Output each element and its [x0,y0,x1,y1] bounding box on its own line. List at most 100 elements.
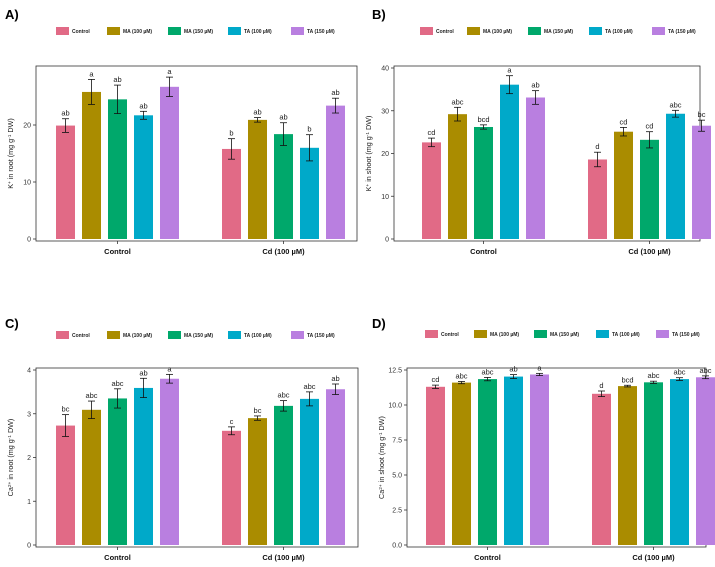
y-tick-label: 30 [381,108,389,115]
y-tick-label: 20 [23,123,31,130]
bar [644,382,663,545]
bar [448,114,467,239]
legend-swatch [228,331,241,339]
y-axis-label-part: K [6,184,15,189]
legend: Control MA (100 µM) MA (150 µM) TA (100 µM)… [56,27,335,35]
bar [134,115,153,239]
significance-letter: ab [113,75,121,84]
bar [692,125,711,239]
significance-letter: abc [451,97,463,106]
legend: Control MA (100 µM) MA (150 µM) TA (100 µM)… [425,330,700,338]
legend-swatch [168,331,181,339]
x-group-label: Control [470,247,497,256]
y-axis-label-superscript: -1 [365,132,371,137]
legend: Control MA (100 µM) MA (150 µM) TA (100 µM)… [56,331,335,339]
y-tick-label: 1 [27,499,31,506]
significance-letter: c [230,417,234,426]
legend-swatch [596,330,609,338]
y-axis-label-part: DW) [6,118,15,134]
significance-letter: bcd [477,115,489,124]
bar [530,374,549,545]
bar [160,86,179,239]
legend-label: TA (100 µM) [244,29,272,35]
legend-swatch [107,331,120,339]
bar [108,398,127,545]
bar [274,134,293,239]
significance-letter: a [89,69,94,78]
y-axis-label-part: DW) [364,116,373,132]
y-axis-label: Ca2+ in shoot (mg g-1 DW) [377,416,386,499]
legend-label: MA (150 µM) [544,29,573,35]
y-axis-label: K+ in root (mg g-1 DW) [6,118,15,189]
y-axis-label-part: in root (mg g [6,139,15,181]
bar [588,159,607,239]
significance-letter: ab [331,88,339,97]
y-axis-label-superscript: -1 [7,134,13,139]
x-group-label: Cd (100 µM) [632,553,675,562]
legend-label: Control [72,333,90,339]
legend-swatch [467,27,480,35]
y-axis-label: K+ in shoot (mg g-1 DW) [364,116,373,192]
bar [452,382,471,545]
y-axis-label-part: in root (mg g [6,439,15,481]
y-tick-label: 7.5 [392,438,402,445]
panel-label: B) [372,7,386,22]
bar [478,379,497,545]
y-tick-label: 3 [27,411,31,418]
y-tick-label: 12.5 [388,368,402,375]
bar [696,377,715,545]
y-tick-label: 0 [27,543,31,550]
bar [248,119,267,239]
legend-swatch [534,330,547,338]
panel-label: C) [5,316,19,331]
y-axis-label-part: K [364,186,373,191]
y-axis-label-superscript: -1 [7,435,13,440]
significance-letter: ab [139,101,147,110]
legend-swatch [291,27,304,35]
bar [300,398,319,545]
significance-letter: cd [428,128,436,137]
y-tick-label: 20 [381,151,389,158]
legend-label: Control [72,29,90,35]
bar [422,142,441,239]
legend-label: Control [436,29,454,35]
y-tick-label: 10.0 [388,403,402,410]
y-tick-label: 10 [23,180,31,187]
legend-swatch [474,330,487,338]
bar [666,113,685,239]
significance-letter: cd [432,375,440,384]
y-axis-label: Ca2+ in root (mg g-1 DW) [6,419,15,497]
bar [108,99,127,239]
legend-label: TA (100 µM) [605,29,633,35]
bar [426,386,445,545]
significance-letter: abc [673,368,685,377]
bar [134,387,153,545]
legend-swatch [420,27,433,35]
bar [500,84,519,239]
legend-label: MA (100 µM) [123,333,152,339]
y-tick-label: 10 [381,194,389,201]
significance-letter: bcd [621,375,633,384]
y-tick-label: 0 [27,237,31,244]
bar [640,139,659,239]
significance-letter: ab [531,81,539,90]
legend-swatch [425,330,438,338]
legend-label: Control [441,332,459,338]
bar [248,418,267,545]
significance-letter: abc [85,391,97,400]
significance-letter: abc [669,100,681,109]
bar [222,148,241,239]
legend-label: MA (150 µM) [184,29,213,35]
x-group-label: Cd (100 µM) [628,247,671,256]
legend-label: TA (150 µM) [307,333,335,339]
significance-letter: abc [455,371,467,380]
y-axis-label-part: Ca [377,490,386,499]
y-axis-label-superscript: + [8,181,13,184]
y-axis-label-part: in shoot (mg g [364,136,373,184]
legend-swatch [656,330,669,338]
significance-letter: abc [481,367,493,376]
significance-letter: ab [61,109,69,118]
y-axis-label-part: DW) [6,419,15,435]
significance-letter: abc [647,371,659,380]
